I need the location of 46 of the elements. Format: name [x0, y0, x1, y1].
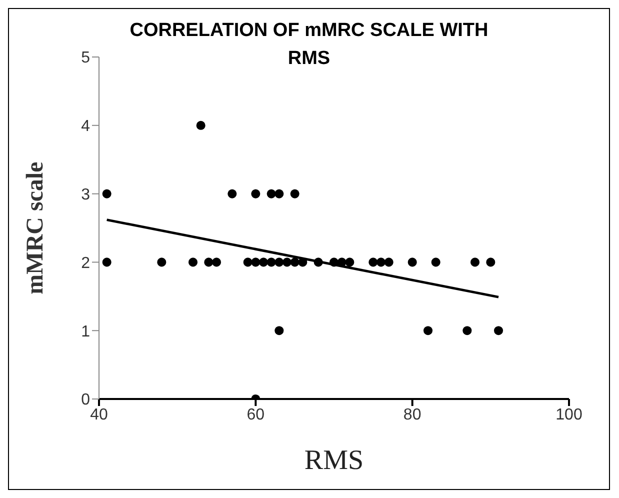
- point: [102, 189, 112, 198]
- point: [290, 189, 300, 198]
- x-axis-title: RMS: [304, 445, 364, 476]
- point: [212, 258, 222, 267]
- point: [314, 258, 323, 267]
- point: [188, 258, 198, 267]
- point: [329, 258, 339, 267]
- point: [494, 326, 504, 336]
- point: [251, 189, 260, 198]
- point: [408, 258, 417, 267]
- point: [102, 258, 112, 267]
- y-tick-label: 0: [81, 392, 90, 409]
- point: [423, 326, 433, 336]
- point: [376, 258, 386, 267]
- point: [345, 258, 354, 267]
- point: [462, 326, 472, 336]
- point: [228, 189, 237, 198]
- point: [431, 258, 440, 267]
- x-tick-label: 100: [556, 406, 582, 424]
- chart-title: CORRELATION OF mMRC SCALE WITH RMS: [128, 19, 490, 71]
- point: [368, 258, 378, 267]
- y-tick-label: 4: [81, 118, 90, 136]
- point: [196, 120, 206, 130]
- y-tick-label: 1: [81, 323, 90, 340]
- point: [243, 258, 252, 267]
- point: [204, 258, 214, 267]
- point: [157, 258, 166, 267]
- point: [486, 258, 496, 267]
- point: [274, 189, 284, 198]
- x-tick-label: 80: [403, 406, 422, 424]
- x-tick-label: 40: [90, 406, 108, 424]
- point: [258, 258, 268, 267]
- point: [274, 326, 284, 336]
- y-axis-title: mMRC scale: [22, 161, 49, 294]
- x-tick-label: 60: [246, 406, 265, 424]
- point: [251, 258, 260, 267]
- point: [282, 258, 292, 267]
- point: [384, 258, 394, 267]
- y-tick-label: 5: [81, 50, 90, 67]
- point: [274, 258, 284, 267]
- y-tick-label: 3: [81, 186, 90, 204]
- point: [470, 258, 480, 267]
- point: [266, 258, 276, 267]
- point: [290, 258, 300, 267]
- y-tick-label: 2: [81, 254, 90, 272]
- point: [266, 189, 276, 198]
